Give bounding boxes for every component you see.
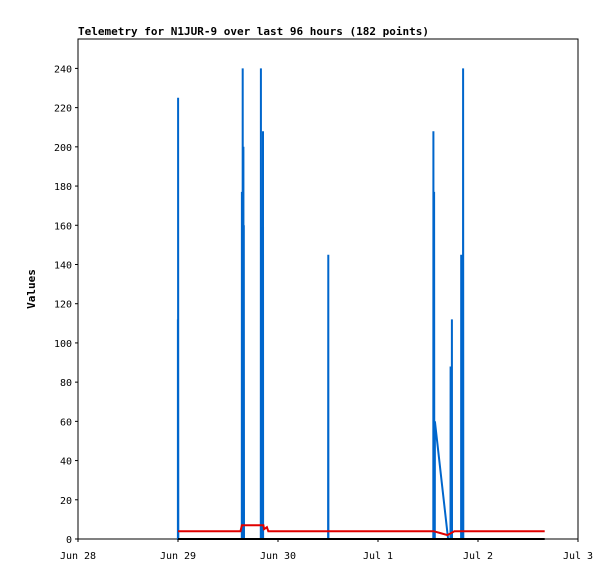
series-line-2 (178, 524, 545, 537)
y-tick-label: 220 (54, 104, 72, 115)
x-tick-label: Jul 3 (563, 551, 593, 562)
y-tick-label: 0 (66, 535, 72, 546)
y-tick-label: 140 (54, 260, 72, 271)
y-tick-label: 240 (54, 64, 72, 75)
y-tick-label: 80 (60, 378, 72, 389)
y-tick-label: 60 (60, 417, 72, 428)
chart-title: Telemetry for N1JUR-9 over last 96 hours… (78, 25, 429, 38)
x-tick-label: Jul 1 (363, 551, 393, 562)
x-axis-ticks: Jun 28 Jun 29 Jun 30 Jul 1 Jul 2 Jul 3 (60, 539, 593, 562)
y-tick-label: 20 (60, 496, 72, 507)
y-axis-ticks: 0 20 40 60 80 100 120 140 160 180 200 220 240 (54, 64, 78, 546)
x-tick-label: Jun 29 (160, 551, 196, 562)
x-tick-label: Jul 2 (463, 551, 493, 562)
y-tick-label: 40 (60, 457, 72, 468)
x-tick-label: Jun 30 (260, 551, 296, 562)
y-tick-label: 100 (54, 339, 72, 350)
y-tick-label: 180 (54, 182, 72, 193)
y-axis-label: Values (25, 269, 38, 309)
y-tick-label: 160 (54, 221, 72, 232)
y-tick-label: 120 (54, 300, 72, 311)
series-layer (176, 68, 545, 540)
series-line-1 (176, 68, 465, 540)
y-tick-label: 200 (54, 143, 72, 154)
x-tick-label: Jun 28 (60, 551, 96, 562)
